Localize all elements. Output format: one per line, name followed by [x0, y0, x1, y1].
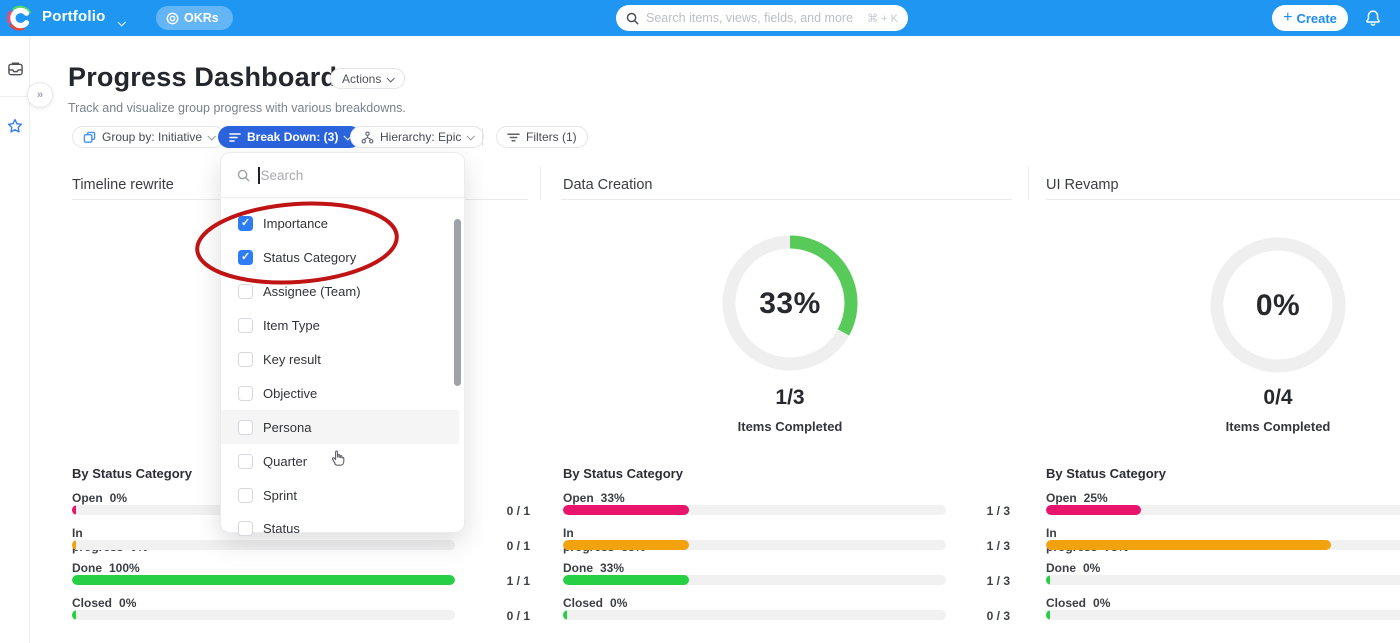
- column-divider: [1046, 199, 1400, 200]
- search-icon: [237, 169, 250, 181]
- checkbox[interactable]: [238, 385, 253, 401]
- group-icon: [83, 131, 96, 143]
- search-icon: [626, 12, 639, 24]
- search-input[interactable]: [646, 11, 861, 25]
- dropdown-item-status-category[interactable]: Status Category: [221, 242, 459, 272]
- dropdown-item-quarter[interactable]: Quarter: [221, 446, 459, 476]
- column-divider: [561, 199, 1012, 200]
- row-fraction: 1 / 3: [986, 504, 1010, 518]
- dropdown-item-item-type[interactable]: Item Type: [221, 310, 459, 340]
- sidebar-collapse-button[interactable]: »: [27, 82, 53, 108]
- page-subtitle: Track and visualize group progress with …: [68, 101, 406, 115]
- page-title: Progress Dashboard: [68, 62, 338, 92]
- checkbox[interactable]: [238, 283, 253, 299]
- dropdown-item-status[interactable]: Status: [221, 513, 459, 543]
- progress-bar-done: [1046, 575, 1400, 585]
- scrollbar-thumb[interactable]: [454, 219, 461, 386]
- dropdown-item-sprint[interactable]: Sprint: [221, 480, 459, 510]
- section-title: By Status Category: [563, 466, 683, 481]
- checkbox[interactable]: [238, 453, 253, 469]
- actions-button[interactable]: Actions: [330, 68, 406, 89]
- row-fraction: 1 / 3: [986, 539, 1010, 553]
- group-by-pill[interactable]: Group by: Initiative: [72, 126, 226, 148]
- hierarchy-icon: [361, 131, 374, 143]
- progress-bar-done: [72, 575, 455, 585]
- checkbox[interactable]: [238, 317, 253, 333]
- progress-bar-in-progress: [563, 540, 946, 550]
- donut-percent: 33%: [759, 287, 821, 320]
- notifications-bell-icon[interactable]: [1362, 7, 1384, 29]
- checkbox[interactable]: [238, 215, 253, 231]
- row-fraction: 0 / 1: [506, 504, 530, 518]
- group-title-data-creation: Data Creation: [563, 177, 653, 193]
- progress-bar-in-progress: [72, 540, 455, 550]
- dropdown-item-assignee-team[interactable]: Assignee (Team): [221, 276, 459, 306]
- items-completed-caption: Items Completed: [737, 419, 843, 434]
- items-completed-caption: Items Completed: [1225, 419, 1331, 434]
- chevron-down-icon: [117, 13, 126, 31]
- progress-bar-in-progress: [1046, 540, 1400, 550]
- breakdown-lines-icon: [229, 132, 241, 142]
- dropdown-item-key-result[interactable]: Key result: [221, 344, 459, 374]
- dropdown-search-input[interactable]: [260, 167, 448, 183]
- left-sidebar: [0, 36, 30, 643]
- target-icon: [166, 12, 179, 24]
- okrs-button[interactable]: OKRs: [156, 6, 233, 30]
- progress-bar-closed: [72, 610, 455, 620]
- checkbox[interactable]: [238, 487, 253, 503]
- dropdown-item-persona[interactable]: Persona: [221, 410, 459, 444]
- donut-percent: 0%: [1255, 289, 1301, 322]
- checkbox[interactable]: [238, 351, 253, 367]
- chevron-down-icon: [207, 132, 217, 141]
- items-completed-fraction: 0/4: [1263, 386, 1293, 409]
- group-title-ui-revamp: UI Revamp: [1046, 177, 1119, 193]
- checkbox[interactable]: [238, 520, 253, 536]
- chevron-down-icon: [466, 132, 476, 141]
- global-search[interactable]: ⌘ + K: [616, 5, 908, 31]
- filters-pill[interactable]: Filters (1): [496, 126, 588, 148]
- donut-chart-ui-revamp: 0%: [1208, 235, 1348, 375]
- favorites-star-icon[interactable]: [7, 118, 23, 139]
- donut-chart-data-creation: 33%: [720, 233, 860, 373]
- workspace-switcher[interactable]: Portfolio: [42, 8, 106, 25]
- section-title: By Status Category: [72, 466, 192, 481]
- row-fraction: 0 / 1: [506, 539, 530, 553]
- section-title: By Status Category: [1046, 466, 1166, 481]
- progress-bar-closed: [1046, 610, 1400, 620]
- row-fraction: 0 / 3: [986, 609, 1010, 623]
- top-bar: Portfolio OKRs ⌘ + K + Create: [0, 0, 1400, 36]
- toolbar-divider: [482, 128, 483, 146]
- dropdown-item-importance[interactable]: Importance: [221, 208, 459, 238]
- dropdown-item-objective[interactable]: Objective: [221, 378, 459, 408]
- break-down-dropdown: Importance Status Category Assignee (Tea…: [220, 152, 465, 536]
- row-fraction: 1 / 3: [986, 574, 1010, 588]
- inbox-tray-icon[interactable]: [7, 61, 24, 82]
- items-completed-fraction: 1/3: [775, 386, 805, 409]
- progress-bar-open: [1046, 505, 1400, 515]
- hierarchy-pill[interactable]: Hierarchy: Epic: [350, 126, 485, 148]
- break-down-pill[interactable]: Break Down: (3): [218, 126, 362, 148]
- row-fraction: 0 / 1: [506, 609, 530, 623]
- dropdown-search[interactable]: [221, 153, 464, 198]
- checkbox[interactable]: [238, 249, 253, 265]
- progress-bar-done: [563, 575, 946, 585]
- filter-icon: [507, 133, 520, 141]
- double-chevron-icon: »: [36, 89, 44, 101]
- chevron-down-icon: [386, 73, 396, 83]
- sidebar-divider: [0, 96, 30, 97]
- checkbox[interactable]: [238, 419, 253, 435]
- progress-bar-closed: [563, 610, 946, 620]
- text-caret: [258, 166, 260, 184]
- clickup-logo-icon[interactable]: [6, 5, 33, 31]
- group-title-timeline-rewrite: Timeline rewrite: [72, 177, 174, 193]
- column-divider: [540, 166, 541, 200]
- plus-icon: +: [1283, 8, 1293, 26]
- create-button[interactable]: + Create: [1272, 5, 1348, 31]
- progress-bar-open: [563, 505, 946, 515]
- search-shortcut-hint: ⌘ + K: [867, 12, 898, 25]
- column-divider: [1028, 166, 1029, 200]
- row-fraction: 1 / 1: [506, 574, 530, 588]
